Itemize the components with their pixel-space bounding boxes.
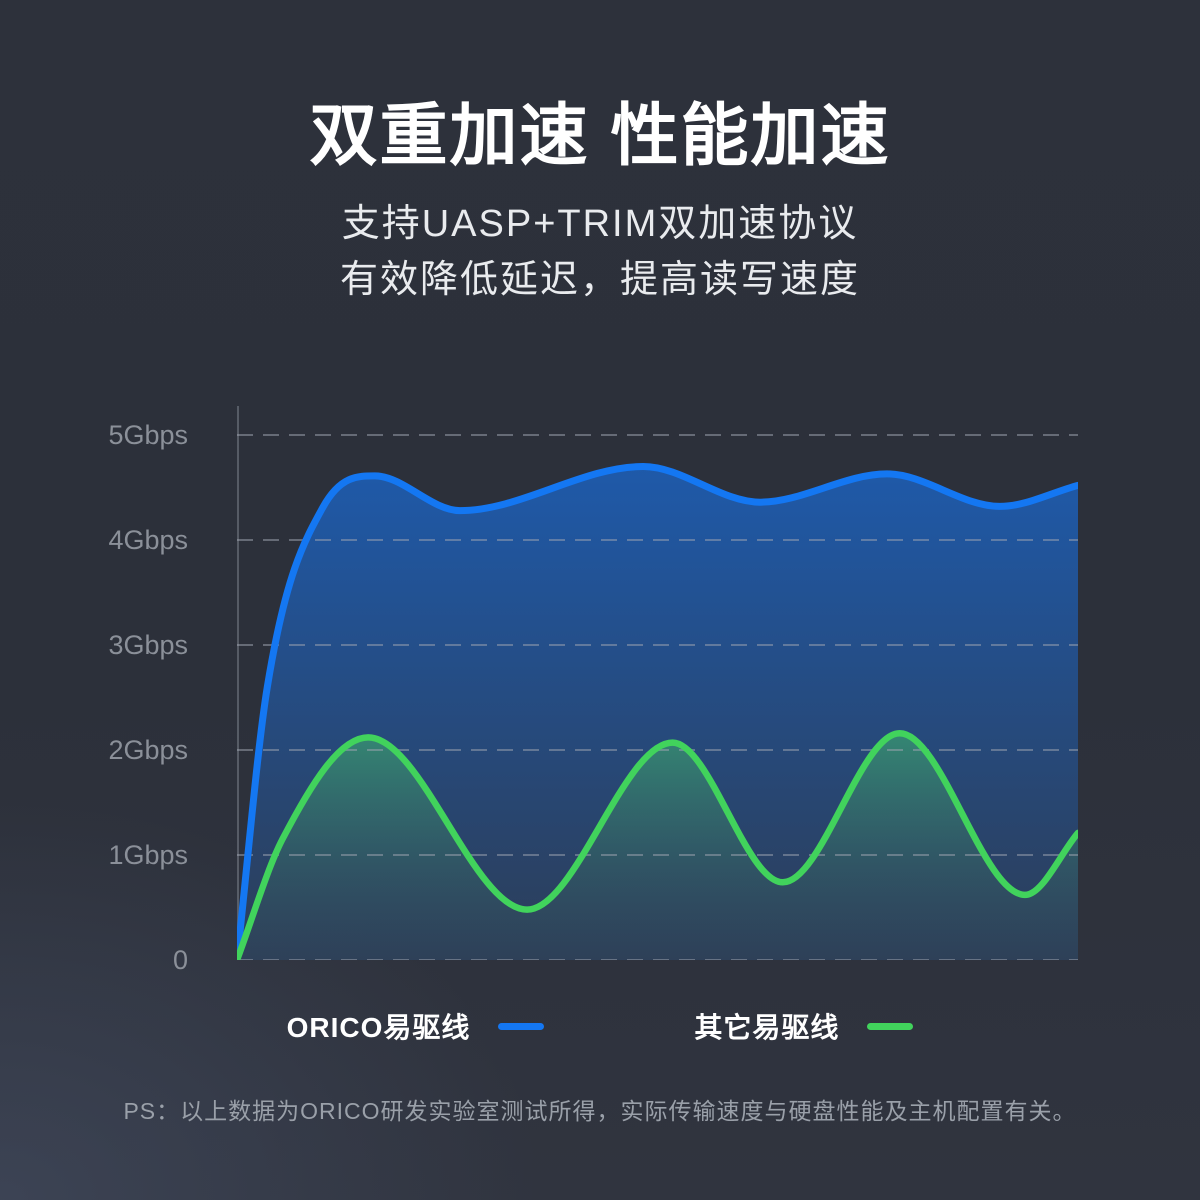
legend-label-other: 其它易驱线 <box>694 1012 840 1043</box>
page-title: 双重加速 性能加速 <box>309 98 891 174</box>
legend-swatch-green-line <box>867 1022 914 1030</box>
legend-item-other: 其它易驱线 <box>694 1006 914 1046</box>
y-axis-tick-label: 0 <box>172 945 188 975</box>
speed-comparison-chart <box>237 406 1078 960</box>
y-axis-tick-label: 1Gbps <box>108 840 188 870</box>
y-axis-tick-label: 2Gbps <box>108 735 188 765</box>
y-axis-tick-label: 5Gbps <box>108 420 188 450</box>
line-series-1 <box>237 729 1078 960</box>
area-chart-svg <box>237 406 1078 960</box>
area-fill-1 <box>237 733 1078 960</box>
legend-item-orico: ORICO易驱线 <box>287 1006 545 1046</box>
chart-legend: ORICO易驱线 其它易驱线 <box>0 1006 1200 1046</box>
legend-swatch-blue-line <box>498 1022 545 1030</box>
y-axis-tick-label: 3Gbps <box>108 630 188 660</box>
legend-label-orico: ORICO易驱线 <box>286 1012 471 1043</box>
subtitle-line-1: 支持UASP+TRIM双加速协议 <box>341 203 859 245</box>
y-axis-labels: 5Gbps 4Gbps 3Gbps 2Gbps 1Gbps 0 <box>0 406 188 975</box>
footer-note: PS：以上数据为ORICO研发实验室测试所得，实际传输速度与硬盘性能及主机配置有… <box>123 1098 1077 1124</box>
y-axis-tick-label: 4Gbps <box>108 525 188 555</box>
line-series-0 <box>237 463 1078 960</box>
subtitle-line-2: 有效降低延迟，提高读写速度 <box>339 259 860 301</box>
